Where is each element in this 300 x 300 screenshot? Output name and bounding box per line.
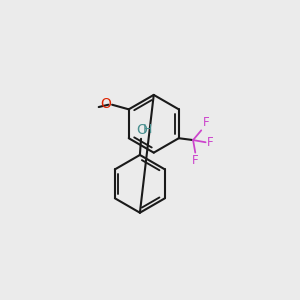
Text: F: F [202,116,209,129]
Text: H: H [143,123,152,136]
Text: O: O [100,97,111,111]
Text: F: F [207,136,214,149]
Text: O: O [136,123,147,137]
Text: F: F [192,154,199,167]
